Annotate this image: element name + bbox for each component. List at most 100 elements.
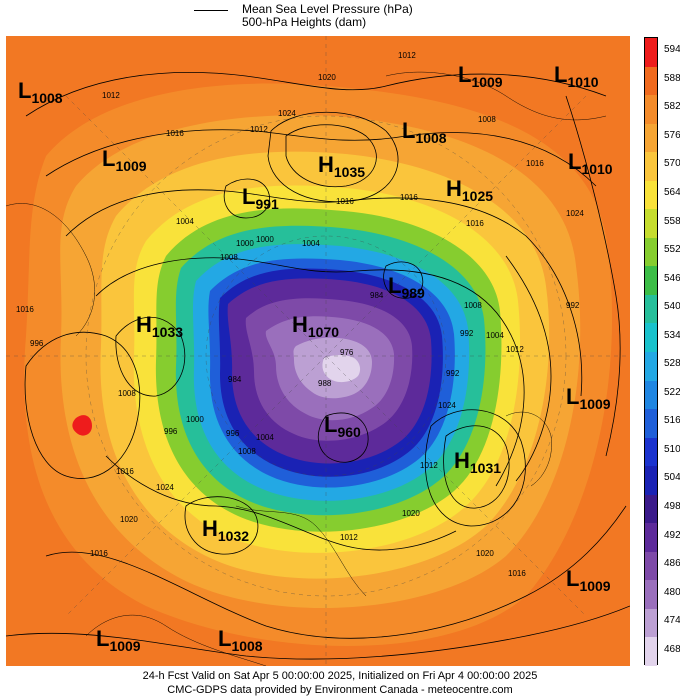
colorbar-swatch [645, 237, 657, 267]
low-pressure-center: L1008 [402, 118, 447, 146]
isobar-value-label: 1016 [336, 197, 354, 206]
graticule [6, 36, 630, 666]
isobar-value-label: 1004 [256, 433, 274, 442]
isobar-value-label: 1016 [400, 193, 418, 202]
isobar-value-label: 996 [30, 339, 44, 348]
isobar-value-label: 1008 [478, 115, 496, 124]
high-pressure-center: H1070 [292, 312, 339, 340]
low-pressure-center: L1008 [218, 626, 263, 654]
isobar-value-label: 1020 [476, 549, 494, 558]
colorbar-level-label: 516 [664, 415, 680, 427]
isobar-value-label: 1024 [156, 483, 174, 492]
low-pressure-center: L1010 [568, 149, 613, 177]
colorbar-level-label: 588 [664, 72, 680, 84]
isobar-value-label: 1000 [186, 415, 204, 424]
heights-594-spot [72, 415, 92, 436]
isobar-value-label: 1016 [116, 467, 134, 476]
colorbar-level-label: 468 [664, 643, 680, 655]
heights-468-region [322, 355, 361, 383]
colorbar-level-label: 564 [664, 187, 680, 198]
isobar-value-label: 1016 [90, 549, 108, 558]
low-pressure-center: L1009 [96, 626, 141, 654]
isobar-value-label: 1016 [466, 219, 484, 228]
isobar-value-label: 1024 [566, 209, 584, 218]
low-pressure-center: L1009 [102, 146, 147, 174]
isobar-value-label: 1000 [256, 235, 274, 244]
colorbar-swatch [645, 523, 657, 553]
pressure-line-sample [194, 10, 228, 11]
colorbar-swatch [645, 180, 657, 210]
isobar-value-label: 1012 [102, 91, 120, 100]
low-pressure-center: L1009 [566, 384, 611, 412]
isobar-value-label: 1016 [526, 159, 544, 168]
colorbar-swatch [645, 551, 657, 581]
colorbar-level-label: 570 [664, 158, 680, 170]
colorbar-swatch [645, 380, 657, 410]
colorbar-level-label: 480 [664, 586, 680, 598]
high-pressure-center: H1035 [318, 152, 365, 180]
isobar-value-label: 1008 [464, 301, 482, 310]
colorbar-level-label: 510 [664, 443, 680, 455]
colorbar-swatch [645, 95, 657, 125]
colorbar-level-label: 546 [664, 272, 680, 284]
isobar-value-label: 1020 [120, 515, 138, 524]
isobar-value-label: 1016 [166, 129, 184, 138]
weather-map: 1012 1012 1020 1016 1024 1012 1008 1016 1004 1016… [6, 36, 630, 666]
colorbar-level-label: 528 [664, 358, 680, 370]
low-pressure-center: L1009 [458, 62, 503, 90]
colorbar-level-label: 540 [664, 301, 680, 313]
forecast-valid-time: 24-h Fcst Valid on Sat Apr 5 00:00:00 20… [142, 670, 538, 682]
colorbar-level-label: 474 [664, 615, 680, 627]
colorbar-swatch [645, 608, 657, 638]
isobar-value-label: 1012 [340, 533, 358, 542]
isobar-value-label: 976 [340, 348, 354, 357]
colorbar-swatch [645, 66, 657, 96]
isobar-value-label: 992 [460, 329, 474, 338]
map-legend: Mean Sea Level Pressure (hPa) 500-hPa He… [190, 2, 510, 32]
colorbar-level-label: 486 [664, 558, 680, 570]
colorbar-level-label: 522 [664, 386, 680, 398]
colorbar-level-label: 576 [664, 129, 680, 141]
colorbar-swatch [645, 437, 657, 467]
low-pressure-center: L960 [324, 412, 361, 440]
low-pressure-center: L1009 [566, 566, 611, 594]
colorbar-swatch [645, 152, 657, 182]
colorbar-level-label: 552 [664, 244, 680, 256]
heights-colorbar [644, 37, 658, 667]
isobar-value-label: 1024 [278, 109, 296, 118]
isobar-value-label: 988 [318, 379, 332, 388]
colorbar-swatch [645, 266, 657, 296]
low-pressure-center: L1010 [554, 62, 599, 90]
isobar-value-label: 1012 [398, 51, 416, 60]
colorbar-level-label: 558 [664, 215, 680, 227]
colorbar-swatch [645, 294, 657, 324]
isobar-value-label: 1004 [302, 239, 320, 248]
high-pressure-center: H1025 [446, 176, 493, 204]
isobar-value-label: 1016 [16, 305, 34, 314]
isobar-value-label: 996 [164, 427, 178, 436]
colorbar-swatch [645, 352, 657, 382]
isobar-value-label: 996 [226, 429, 240, 438]
colorbar-level-label: 498 [664, 501, 680, 512]
high-pressure-center: H1033 [136, 312, 183, 340]
high-pressure-center: H1032 [202, 516, 249, 544]
colorbar-swatch [645, 323, 657, 353]
colorbar-level-label: 582 [664, 101, 680, 113]
colorbar-swatch [645, 494, 657, 524]
colorbar-level-label: 534 [664, 329, 680, 341]
isobar-value-label: 1008 [118, 389, 136, 398]
isobar-value-label: 1012 [250, 125, 268, 134]
isobar-value-label: 992 [446, 369, 460, 378]
colorbar-level-label: 492 [664, 529, 680, 541]
isobar-value-label: 1012 [420, 461, 438, 470]
colorbar-swatch [645, 466, 657, 496]
pressure-centers: L1008 L1009 L1010 L1009 L1008 H1035 L1010 L991 H… [18, 62, 613, 654]
isobar-value-label: 984 [370, 291, 384, 300]
colorbar-level-label: 594 [664, 44, 680, 56]
colorbar-swatch [645, 637, 657, 667]
isobar-value-label: 1016 [508, 569, 526, 578]
low-pressure-center: L1008 [18, 78, 63, 106]
colorbar-swatch [645, 409, 657, 439]
colorbar-swatch [645, 123, 657, 153]
colorbar-swatch [645, 580, 657, 610]
